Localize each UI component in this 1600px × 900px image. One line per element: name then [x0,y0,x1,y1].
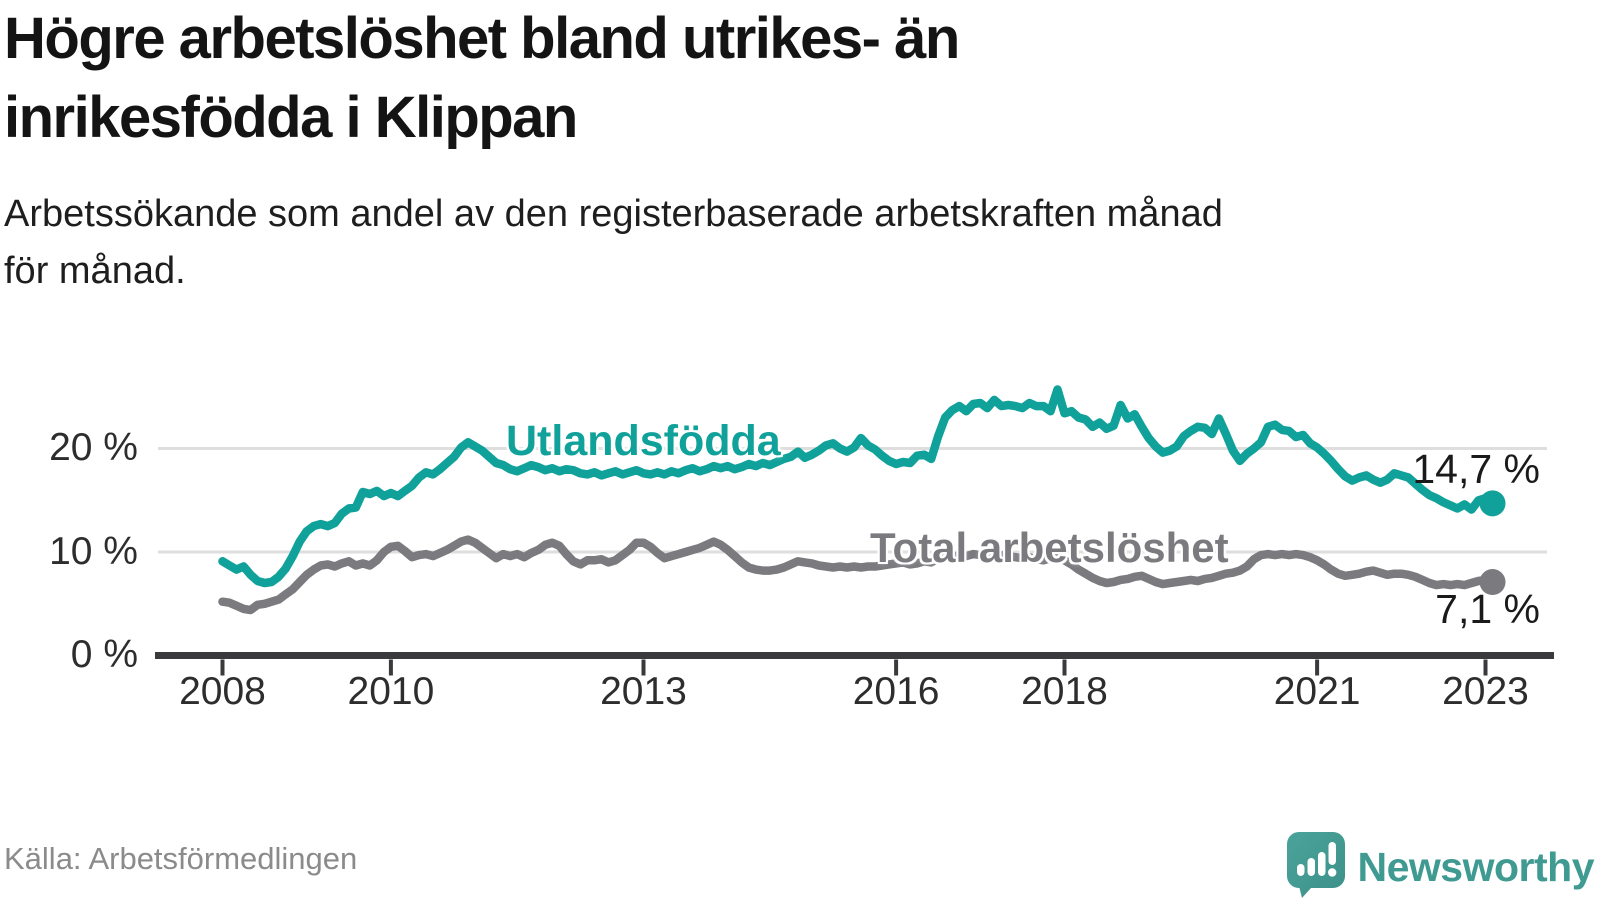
series-label-utlandsfodda: Utlandsfödda [506,417,781,465]
x-tick-label-2023: 2023 [1442,670,1529,713]
y-axis-label-0: 0 % [70,633,138,676]
x-tick-label-2018: 2018 [1021,670,1108,713]
source-note: Källa: Arbetsförmedlingen [4,841,358,876]
newsworthy-brand: Newsworthy [1286,831,1595,900]
x-tick-label-2013: 2013 [600,670,687,713]
page-title: Högre arbetslöshet bland utrikes- än inr… [4,0,1564,158]
newsworthy-logo-icon [1286,831,1346,900]
x-tick-label-2010: 2010 [348,670,435,713]
x-tick-label-2016: 2016 [853,670,940,713]
y-axis-label-10: 10 % [49,530,138,573]
x-tick-label-2021: 2021 [1274,670,1361,713]
newsworthy-wordmark: Newsworthy [1357,844,1595,890]
subtitle-line-1: Arbetssökande som andel av den registerb… [4,193,1223,235]
series-end-dot-utlandsfodda [1479,490,1506,517]
title-line-2: inrikesfödda i Klippan [4,84,578,150]
end-value-label-total: 7,1 % [1435,586,1540,632]
title-line-1: Högre arbetslöshet bland utrikes- än [4,6,960,71]
chart-subtitle: Arbetssökande som andel av den registerb… [4,186,1564,300]
y-axis-label-20: 20 % [49,426,138,469]
series-end-dot-total-arbetsloshet [1479,569,1506,596]
x-tick-label-2008: 2008 [179,670,266,713]
subtitle-line-2: för månad. [4,250,186,292]
series-line-utlandsfodda [218,385,1497,588]
end-value-label-utlandsfodda: 14,7 % [1412,446,1540,492]
series-label-total-arbetsloshet: Total arbetslöshet [870,524,1229,571]
series-line-total-arbetsloshet [218,535,1497,615]
